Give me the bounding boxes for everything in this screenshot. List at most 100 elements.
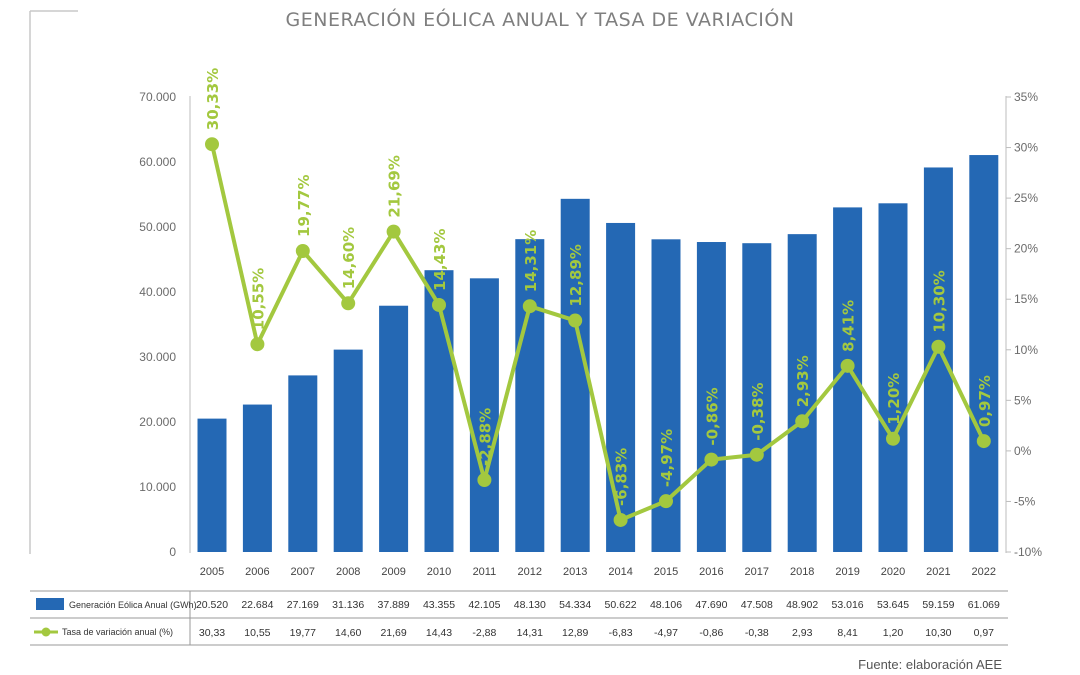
variation-point-label: -0,38%: [749, 382, 767, 440]
variation-point-label: 0,97%: [976, 375, 994, 427]
variation-point-2013: [568, 313, 583, 328]
variation-line: [210, 143, 986, 522]
bar-series: [197, 155, 999, 553]
line-series: 30,33% 10,55% 19,77% 14,60% 21,69% 14,43% -2,8…: [204, 68, 994, 527]
bar-2013: [560, 198, 590, 553]
right-tick-label: -5%: [1014, 494, 1036, 508]
table-cell-variation: 12,89: [562, 627, 588, 639]
table-row-generation: 20.520 22.684 27.169 31.136 37.889 43.355 42.1…: [196, 599, 1000, 611]
variation-point-label: 14,43%: [431, 229, 449, 291]
x-tick-label: 2010: [427, 566, 451, 578]
variation-point-2014: [613, 512, 628, 527]
x-tick-label: 2011: [473, 566, 497, 578]
x-tick-label: 2018: [790, 566, 814, 578]
table-cell-generation: 31.136: [332, 599, 364, 611]
bar-2018: [787, 234, 817, 552]
variation-point-label: 12,89%: [567, 244, 585, 306]
bar-2007: [288, 375, 318, 552]
variation-point-2010: [432, 297, 446, 312]
table-cell-variation: 14,60: [335, 627, 361, 639]
legend-bar-label: Generación Eólica Anual (GWh): [69, 600, 197, 610]
bar-2022: [969, 155, 999, 552]
table-cell-variation: 2,93: [792, 627, 813, 639]
x-tick-label: 2019: [835, 566, 859, 578]
table-cell-generation: 47.508: [741, 599, 773, 611]
x-tick-label: 2016: [699, 566, 723, 578]
table-cell-variation: 19,77: [290, 627, 316, 639]
x-tick-label: 2021: [926, 566, 950, 578]
variation-point-label: -4,97%: [658, 429, 676, 487]
table-cell-generation: 37.889: [378, 599, 410, 611]
variation-point-2016: [704, 452, 719, 467]
table-cell-generation: 59.159: [922, 599, 954, 611]
table-cell-generation: 48.902: [786, 599, 818, 611]
left-axis-ticks: 0 10.000 20.000 30.000 40.000 50.000 60.000 70.…: [139, 90, 176, 559]
variation-point-label: 14,31%: [522, 230, 540, 292]
bar-2005: [197, 418, 227, 552]
source-note: Fuente: elaboración AEE: [858, 657, 1002, 672]
bar-2008: [333, 349, 363, 552]
variation-point-label: -6,83%: [613, 448, 631, 506]
table-cell-generation: 53.016: [832, 599, 864, 611]
table-cell-variation: 0,97: [974, 627, 995, 639]
bar-2009: [379, 305, 409, 552]
x-tick-label: 2020: [881, 566, 905, 578]
x-tick-label: 2014: [608, 566, 632, 578]
left-tick-label: 70.000: [139, 90, 176, 104]
bar-2014: [606, 222, 636, 552]
legend-bar-swatch: [36, 598, 64, 610]
variation-point-2021: [931, 339, 946, 354]
x-tick-label: 2012: [518, 566, 542, 578]
table-cell-generation: 50.622: [605, 599, 637, 611]
variation-point-label: 30,33%: [204, 68, 222, 130]
left-tick-label: 40.000: [139, 285, 176, 299]
table-cell-variation: 14,31: [517, 627, 543, 639]
variation-point-label: 8,41%: [840, 300, 858, 352]
table-cell-variation: 14,43: [426, 627, 452, 639]
variation-point-2005: [205, 137, 219, 152]
table-cell-variation: -2,88: [472, 627, 496, 639]
table-cell-generation: 22.684: [241, 599, 273, 611]
table-cell-generation: 48.130: [514, 599, 546, 611]
variation-point-label: 21,69%: [386, 155, 404, 217]
left-tick-label: 10.000: [139, 480, 176, 494]
variation-point-label: -0,86%: [703, 387, 721, 445]
table-cell-variation: 10,30: [925, 627, 951, 639]
left-tick-label: 50.000: [139, 220, 176, 234]
variation-point-2007: [295, 243, 310, 258]
variation-point-2012: [522, 299, 537, 314]
bar-2021: [923, 167, 953, 553]
variation-point-label: 2,93%: [794, 355, 812, 407]
table-cell-generation: 47.690: [695, 599, 727, 611]
right-tick-label: 10%: [1014, 343, 1038, 357]
left-tick-label: 60.000: [139, 155, 176, 169]
table-row-variation: 30,33 10,55 19,77 14,60 21,69 14,43 -2,88 14,31…: [199, 627, 994, 639]
x-tick-label: 2005: [200, 566, 224, 578]
variation-point-2011: [477, 473, 492, 488]
bar-2016: [696, 242, 726, 552]
table-cell-variation: -6,83: [609, 627, 633, 639]
variation-point-2006: [250, 337, 265, 352]
bar-2012: [515, 239, 545, 552]
table-cell-generation: 53.645: [877, 599, 909, 611]
variation-point-2020: [886, 431, 900, 446]
right-tick-label: 35%: [1014, 90, 1038, 104]
right-tick-label: -10%: [1014, 545, 1042, 559]
table-cell-variation: 8,41: [837, 627, 858, 639]
variation-point-label: 10,30%: [930, 270, 948, 332]
right-tick-label: 20%: [1014, 242, 1038, 256]
table-cell-variation: 1,20: [883, 627, 904, 639]
legend-line-marker: [41, 627, 51, 637]
x-tick-label: 2008: [336, 566, 360, 578]
bar-2010: [424, 270, 454, 552]
table-cell-generation: 27.169: [287, 599, 319, 611]
variation-point-label: 14,60%: [340, 227, 358, 289]
table-cell-variation: 21,69: [380, 627, 406, 639]
variation-point-2008: [341, 296, 356, 311]
left-tick-label: 0: [169, 545, 176, 559]
right-tick-label: 15%: [1014, 292, 1038, 306]
x-tick-label: 2013: [563, 566, 587, 578]
x-tick-label: 2022: [972, 566, 996, 578]
left-tick-label: 30.000: [139, 350, 176, 364]
